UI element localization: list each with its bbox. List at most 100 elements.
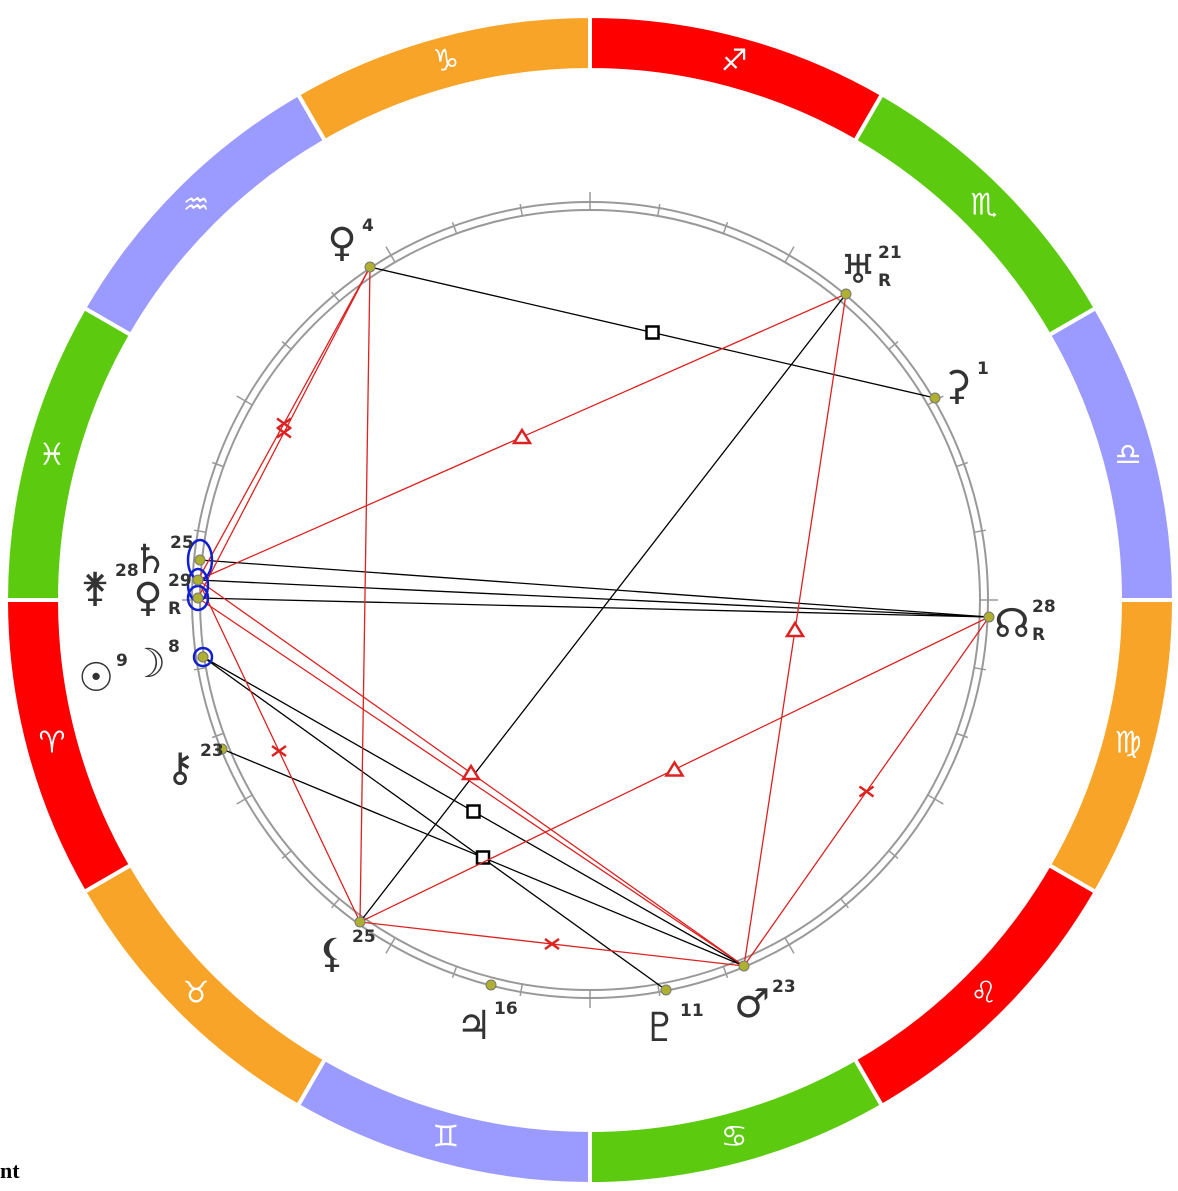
planet-glyph: ♀ — [133, 575, 162, 621]
planet-degree: 25 — [170, 533, 194, 553]
trine-symbol — [460, 763, 482, 781]
planet-dot — [660, 984, 672, 996]
sextile-symbol — [858, 785, 875, 798]
sign-glyph: ♉ — [183, 975, 210, 1010]
sign-glyph: ♓ — [39, 437, 66, 472]
sign-glyph: ♏ — [970, 188, 997, 223]
tick — [973, 529, 987, 534]
retrograde-mark: R — [168, 599, 181, 619]
tick — [519, 203, 524, 217]
planet-dot — [485, 979, 497, 991]
planet-degree: 4 — [362, 216, 374, 236]
planet-dot — [192, 574, 204, 586]
planet-glyph: ⚵ — [80, 565, 109, 611]
planet-glyph: ☉ — [78, 655, 114, 701]
tick — [784, 246, 795, 263]
tick — [211, 461, 224, 468]
planet-glyph: ⚸ — [317, 931, 346, 977]
tick — [281, 341, 292, 350]
tick — [956, 732, 969, 739]
tick — [331, 898, 340, 909]
planet-glyph: ♅ — [840, 247, 876, 293]
tick — [519, 983, 524, 997]
sign-glyph: ♑ — [432, 43, 459, 78]
planet-degree: 23 — [772, 977, 796, 997]
planet-glyph: ☽ — [130, 641, 166, 687]
tick — [784, 937, 795, 954]
sign-segment — [1046, 305, 1177, 602]
sign-glyph: ♐ — [721, 43, 748, 78]
planet-glyph: ♃ — [456, 1003, 492, 1049]
planet-degree: 16 — [494, 999, 518, 1019]
planet-dot — [929, 392, 941, 404]
tick — [236, 395, 253, 406]
sign-segment — [3, 305, 134, 602]
trine-symbol — [784, 620, 806, 638]
tick — [956, 461, 969, 468]
planet-degree: 29 — [168, 571, 192, 591]
sign-segment — [588, 13, 885, 144]
conjunction-ring — [186, 584, 210, 612]
tick — [888, 341, 899, 350]
planet-glyph: ⚳ — [942, 363, 971, 409]
planet-dot — [840, 288, 852, 300]
sign-glyph: ♈ — [39, 726, 66, 761]
planet-degree: 8 — [168, 637, 180, 657]
tick — [656, 203, 661, 217]
conjunction-ring — [192, 646, 214, 668]
sign-glyph: ♋ — [721, 1120, 748, 1155]
planet-degree: 21 — [878, 243, 902, 263]
trine-symbol — [511, 427, 533, 445]
sign-glyph: ♒ — [183, 188, 210, 223]
tick — [193, 666, 207, 671]
aspect-line — [197, 597, 745, 967]
retrograde-mark: R — [1032, 625, 1045, 645]
sign-segment — [1046, 598, 1177, 895]
tick — [656, 983, 661, 997]
tick — [840, 898, 849, 909]
tick — [888, 850, 899, 859]
planets: ♀ 4♅ 21R⚳ 1☊ 28R♄ 25⚵ 28♀ 29R☉ 9 ☽ 8⚷ 23⚸ 25♃ 16 ♇ 11 ♂ 2… — [78, 216, 1056, 1051]
sign-segment — [3, 598, 134, 895]
planet-degree: 23 — [200, 741, 224, 761]
sextile-symbol — [544, 937, 560, 951]
aspect-line — [202, 656, 667, 991]
tick — [385, 246, 396, 263]
tick — [451, 966, 458, 979]
aspect-line — [197, 579, 990, 618]
aspect-line — [199, 559, 990, 618]
square-symbol — [466, 804, 481, 819]
planet-degree: 28 — [1032, 597, 1056, 617]
planet-glyph: ⚷ — [165, 745, 194, 791]
planet-degree: 1 — [977, 359, 989, 379]
square-symbol — [645, 325, 660, 340]
aspect-lines — [186, 266, 990, 991]
tick — [281, 850, 292, 859]
planet-glyph: ♄ — [132, 537, 168, 583]
tick — [193, 529, 207, 534]
planet-degree: 11 — [680, 1001, 704, 1021]
zodiac-ring: ♈ ♉ ♊ ♋ ♌ ♍ ♎ ♏ ♐ ♑ ♒ ♓ — [3, 13, 1177, 1187]
planet-degree: 25 — [352, 927, 376, 947]
planet-dot — [364, 261, 376, 273]
planet-glyph: ♂ — [734, 981, 770, 1027]
tick — [385, 937, 396, 954]
planet-glyph: ☊ — [994, 601, 1030, 647]
tick — [236, 794, 253, 805]
planet-degree: 9 — [116, 651, 128, 671]
planet-dot — [216, 743, 228, 755]
sextile-symbol — [276, 426, 292, 439]
tick — [722, 221, 729, 234]
sign-glyph: ♊ — [432, 1120, 459, 1155]
sign-segment — [295, 13, 592, 144]
aspect-line — [197, 597, 990, 618]
planet-degree: 28 — [115, 561, 139, 581]
aspect-line — [359, 266, 371, 923]
planet-dot — [194, 554, 206, 566]
sextile-symbol — [276, 417, 292, 430]
planet-dot — [354, 916, 366, 928]
tick — [927, 794, 944, 805]
tick — [211, 732, 224, 739]
tick — [973, 666, 987, 671]
footer-text: nt — [0, 1158, 20, 1183]
